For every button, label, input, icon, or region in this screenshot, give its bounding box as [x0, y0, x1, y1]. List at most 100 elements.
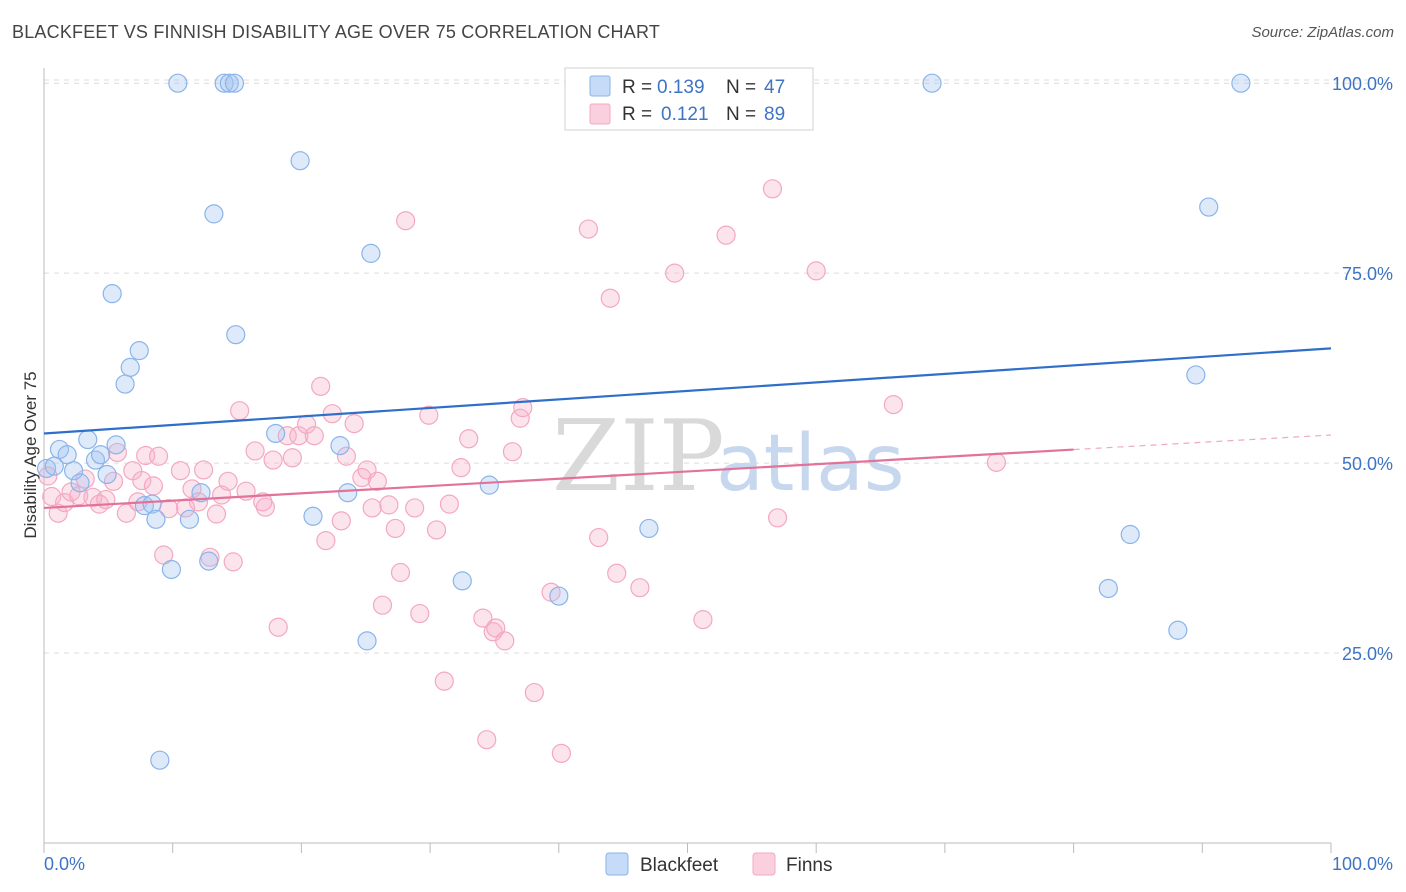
legend-r-label-finns: R =	[622, 104, 652, 125]
blackfeet-point-34	[357, 631, 377, 651]
finns-point-21	[170, 461, 191, 481]
finns-point-71	[502, 442, 523, 462]
blackfeet-point-26	[219, 73, 239, 93]
blackfeet-point-28	[226, 325, 246, 345]
finns-point-67	[477, 730, 497, 750]
finns-point-63	[439, 494, 460, 514]
finns-point-35	[253, 492, 273, 512]
series-finns-points	[38, 179, 1006, 763]
blackfeet-point-22	[191, 483, 211, 503]
finns-point-27	[206, 504, 227, 524]
blackfeet-point-8	[91, 445, 111, 465]
y-tick-label-3: 100.0%	[1332, 74, 1393, 94]
blackfeet-point-42	[1098, 578, 1118, 599]
finns-point-85	[762, 179, 783, 199]
legend-n-label-blackfeet: N =	[726, 77, 756, 98]
top-legend: R = 0.139 N = 47 R = 0.121 N = 89	[564, 67, 814, 131]
blackfeet-point-36	[452, 571, 472, 591]
grid-lines	[44, 79, 1393, 654]
finns-point-30	[223, 552, 243, 572]
blackfeet-point-11	[102, 284, 122, 304]
finns-point-56	[390, 562, 411, 583]
finns-point-55	[385, 518, 405, 539]
finns-point-64	[451, 458, 471, 478]
blackfeet-point-27	[224, 73, 245, 93]
blackfeet-point-9	[97, 464, 117, 485]
blackfeet-point-45	[1231, 73, 1251, 93]
blackfeet-point-30	[290, 151, 310, 171]
finns-point-11	[107, 442, 127, 463]
finns-point-77	[578, 219, 599, 239]
blackfeet-point-32	[330, 436, 350, 456]
finns-point-34	[255, 497, 275, 517]
y-tick-label-2: 75.0%	[1342, 264, 1393, 284]
y-tick-labels: 25.0% 50.0% 75.0% 100.0%	[1332, 74, 1393, 664]
finns-point-47	[336, 446, 357, 466]
finns-point-60	[419, 405, 439, 425]
blackfeet-point-5	[70, 473, 90, 493]
finns-point-39	[282, 448, 302, 468]
finns-point-40	[289, 426, 309, 446]
finns-point-44	[316, 530, 336, 551]
legend-swatch-finns	[589, 103, 611, 125]
finns-point-87	[806, 261, 826, 281]
finns-point-81	[630, 578, 650, 598]
blackfeet-point-41	[1120, 524, 1140, 545]
blackfeet-point-4	[64, 461, 84, 481]
finns-point-79	[600, 288, 620, 308]
finns-point-89	[986, 452, 1006, 472]
chart-title: BLACKFEET VS FINNISH DISABILITY AGE OVER…	[12, 22, 661, 42]
legend-swatch-blackfeet	[589, 75, 611, 97]
blackfeet-point-18	[150, 750, 170, 770]
blackfeet-point-23	[199, 551, 219, 571]
blackfeet-point-40	[922, 73, 942, 93]
finns-point-70	[495, 631, 515, 651]
finns-point-2	[48, 503, 68, 523]
finns-point-17	[143, 476, 163, 496]
bottom-legend-label-finns: Finns	[786, 855, 832, 876]
finns-point-74	[524, 682, 544, 703]
watermark: ZIP atlas	[552, 400, 905, 514]
finns-point-86	[767, 508, 788, 528]
blackfeet-point-17	[146, 509, 166, 529]
watermark-zip: ZIP	[552, 400, 725, 514]
blackfeet-point-38	[549, 586, 569, 606]
blackfeet-point-46	[1186, 365, 1206, 385]
x-tick-label-max: 100.0%	[1332, 854, 1393, 874]
blackfeet-point-43	[1168, 620, 1188, 640]
finns-trend-line-extension	[1073, 434, 1332, 451]
y-tick-label-0: 25.0%	[1342, 644, 1393, 664]
blackfeet-point-20	[168, 73, 188, 93]
blackfeet-trend-line	[43, 347, 1332, 435]
finns-point-88	[883, 394, 904, 415]
blackfeet-point-37	[479, 475, 499, 495]
finns-point-0	[38, 466, 58, 486]
blackfeet-point-6	[78, 429, 98, 450]
blackfeet-point-31	[303, 506, 323, 526]
blackfeet-point-35	[361, 243, 381, 263]
trend-lines	[43, 347, 1332, 510]
blackfeet-point-21	[179, 509, 200, 529]
finns-point-42	[304, 426, 324, 446]
finns-point-65	[459, 429, 479, 449]
finns-trend-line	[43, 448, 1074, 510]
finns-point-61	[426, 520, 447, 540]
finns-point-54	[379, 495, 399, 515]
blackfeet-point-33	[338, 483, 358, 503]
finns-point-15	[132, 470, 152, 491]
bottom-legend: Blackfeet Finns	[605, 852, 832, 876]
blackfeet-point-19	[161, 559, 182, 580]
legend-n-value-finns: 89	[764, 104, 785, 125]
y-axis-label: Disability Age Over 75	[21, 371, 40, 538]
finns-point-37	[268, 617, 288, 637]
legend-r-value-finns: 0.121	[661, 104, 709, 125]
x-tick-label-min: 0.0%	[44, 854, 85, 874]
blackfeet-point-10	[106, 435, 126, 455]
finns-point-51	[362, 498, 382, 518]
blackfeet-point-29	[266, 423, 286, 444]
finns-point-29	[218, 471, 238, 491]
finns-point-82	[665, 263, 685, 283]
finns-point-18	[148, 446, 169, 466]
finns-point-57	[396, 211, 416, 231]
legend-r-label-blackfeet: R =	[622, 77, 652, 98]
